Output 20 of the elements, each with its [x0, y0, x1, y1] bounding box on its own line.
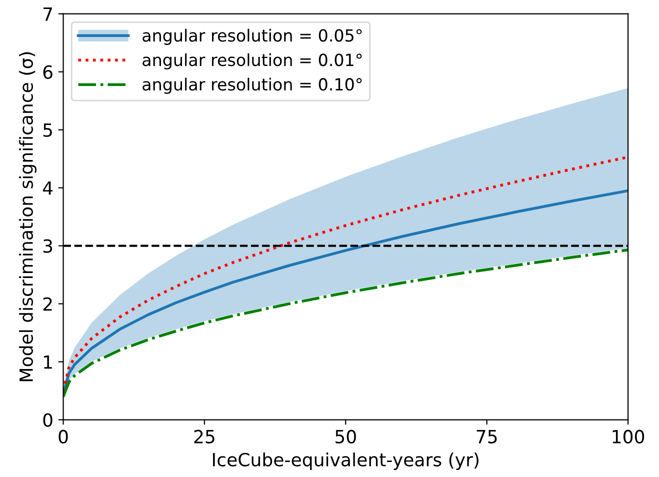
y-tick-label: 1 — [44, 355, 52, 369]
x-tick-label: 100 — [612, 430, 644, 444]
x-axis-title: IceCube-equivalent-years (yr) — [213, 452, 478, 470]
y-tick-label: 6 — [43, 65, 52, 79]
x-tick-label: 0 — [58, 430, 68, 444]
x-tick-label: 50 — [336, 430, 356, 444]
line-series — [63, 248, 628, 398]
line-series — [63, 156, 628, 392]
legend-label: angular resolution = 0.01° — [142, 53, 362, 70]
y-tick-label: 5 — [43, 124, 52, 137]
y-tick-label: 4 — [42, 182, 53, 195]
y-tick-label: 3 — [43, 239, 52, 253]
y-tick-label: 2 — [43, 297, 52, 311]
y-tick-label: 7 — [44, 8, 52, 21]
x-tick-label: 25 — [194, 430, 214, 444]
y-tick-label: 0 — [43, 413, 52, 427]
y-axis-title: Model discrimination significance (σ) — [19, 52, 36, 382]
legend-label: angular resolution = 0.05° — [142, 28, 362, 45]
legend-label: angular resolution = 0.10° — [142, 78, 362, 94]
x-tick-label: 75 — [476, 430, 497, 444]
